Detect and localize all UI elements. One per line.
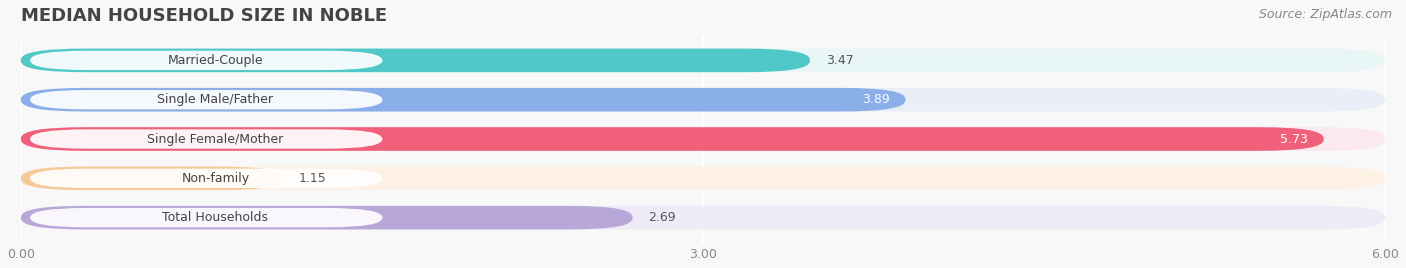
FancyBboxPatch shape bbox=[21, 49, 1385, 72]
Text: Total Households: Total Households bbox=[162, 211, 269, 224]
FancyBboxPatch shape bbox=[21, 166, 1385, 190]
FancyBboxPatch shape bbox=[21, 206, 1385, 229]
FancyBboxPatch shape bbox=[21, 49, 810, 72]
FancyBboxPatch shape bbox=[30, 208, 382, 227]
FancyBboxPatch shape bbox=[21, 127, 1385, 151]
Text: Single Male/Father: Single Male/Father bbox=[157, 93, 273, 106]
Text: 2.69: 2.69 bbox=[648, 211, 676, 224]
Text: 5.73: 5.73 bbox=[1279, 132, 1308, 146]
FancyBboxPatch shape bbox=[21, 166, 283, 190]
FancyBboxPatch shape bbox=[21, 127, 1323, 151]
FancyBboxPatch shape bbox=[21, 206, 633, 229]
FancyBboxPatch shape bbox=[21, 88, 905, 111]
Text: 3.47: 3.47 bbox=[825, 54, 853, 67]
Text: Source: ZipAtlas.com: Source: ZipAtlas.com bbox=[1258, 8, 1392, 21]
Text: 3.89: 3.89 bbox=[862, 93, 890, 106]
FancyBboxPatch shape bbox=[30, 169, 382, 188]
FancyBboxPatch shape bbox=[30, 90, 382, 109]
Text: MEDIAN HOUSEHOLD SIZE IN NOBLE: MEDIAN HOUSEHOLD SIZE IN NOBLE bbox=[21, 7, 387, 25]
Text: Single Female/Mother: Single Female/Mother bbox=[148, 132, 284, 146]
FancyBboxPatch shape bbox=[21, 88, 1385, 111]
Text: Non-family: Non-family bbox=[181, 172, 249, 185]
FancyBboxPatch shape bbox=[30, 51, 382, 70]
FancyBboxPatch shape bbox=[30, 129, 382, 149]
Text: Married-Couple: Married-Couple bbox=[167, 54, 263, 67]
Text: 1.15: 1.15 bbox=[298, 172, 326, 185]
